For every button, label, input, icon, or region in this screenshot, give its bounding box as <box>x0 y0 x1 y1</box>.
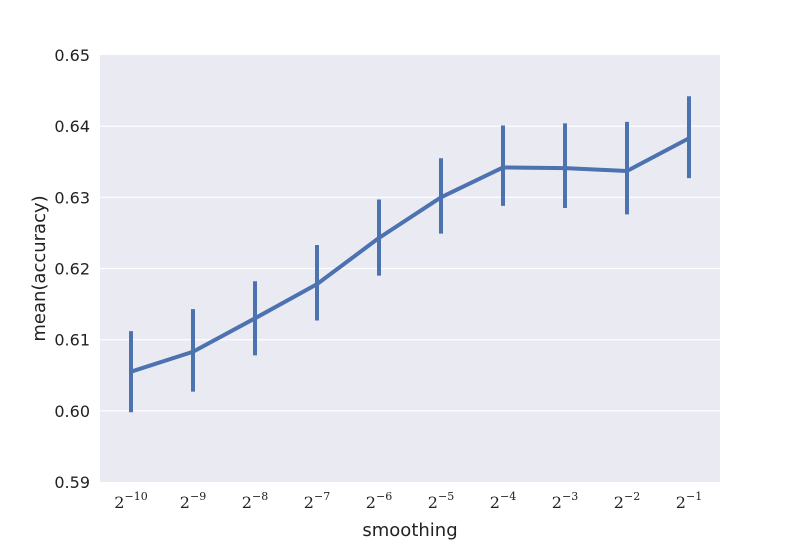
x-tick-label: 2−2 <box>614 490 640 512</box>
x-tick-label: 2−7 <box>304 490 330 512</box>
y-tick-label: 0.65 <box>54 46 90 65</box>
x-tick-label: 2−3 <box>552 490 578 512</box>
x-tick-label: 2−4 <box>490 490 516 512</box>
y-tick-label: 0.62 <box>54 260 90 279</box>
y-axis-ticks: 0.59 0.60 0.61 0.62 0.63 0.64 0.65 <box>54 46 90 492</box>
series-line <box>129 136 691 374</box>
x-tick-label: 2−6 <box>366 490 392 512</box>
y-tick-label: 0.61 <box>54 331 90 350</box>
x-tick-label: 2−8 <box>242 490 268 512</box>
x-axis-label: smoothing <box>362 520 457 541</box>
x-axis-ticks: 2−10 2−9 2−8 2−7 2−6 2−5 2−4 2−3 2−2 2−1 <box>114 490 702 512</box>
grid-lines <box>100 125 720 412</box>
y-tick-label: 0.63 <box>54 188 90 207</box>
y-tick-label: 0.64 <box>54 117 90 136</box>
x-tick-label: 2−1 <box>676 490 702 512</box>
y-tick-label: 0.59 <box>54 473 90 492</box>
x-tick-label: 2−5 <box>428 490 454 512</box>
y-tick-label: 0.60 <box>54 402 90 421</box>
y-axis-label: mean(accuracy) <box>29 195 50 341</box>
x-tick-label: 2−10 <box>114 490 147 512</box>
x-tick-label: 2−9 <box>180 490 206 512</box>
